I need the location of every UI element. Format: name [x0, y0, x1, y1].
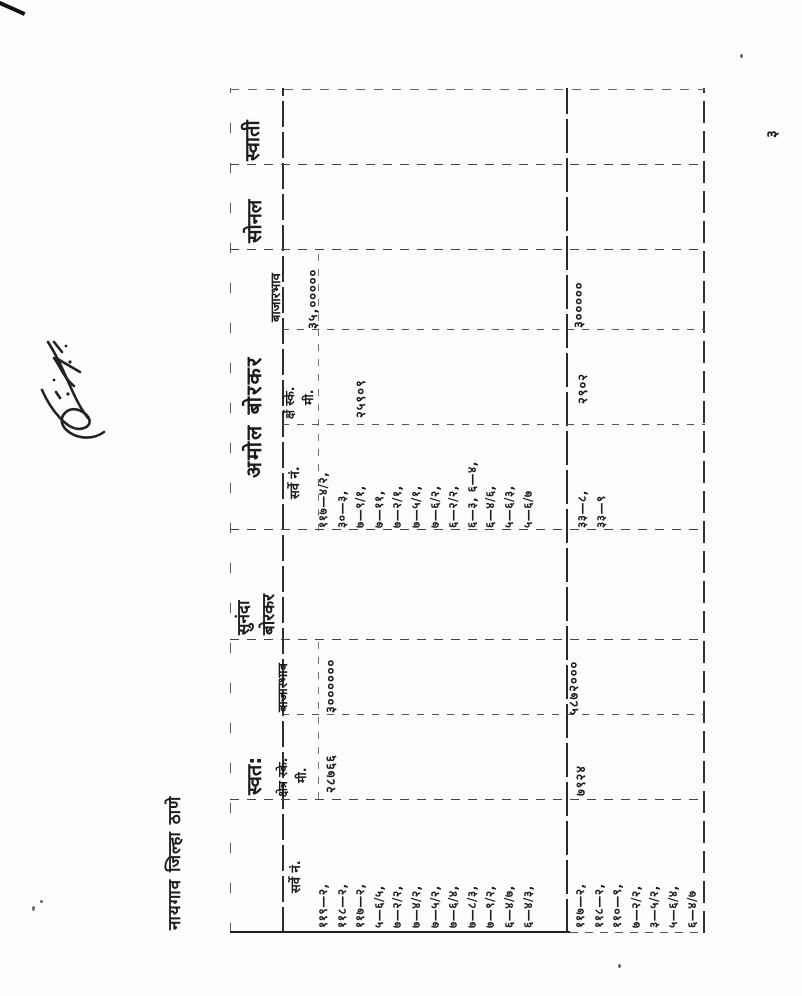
- survey-number: ७—४/२,: [408, 885, 423, 928]
- survey-number: ५—६/३,: [501, 485, 516, 528]
- table-border-left-solid: [230, 931, 570, 933]
- subheader-survey-no-left: सर्वे नं.: [289, 860, 304, 893]
- survey-number: ३०—३,: [334, 490, 349, 528]
- survey-number: ६—४/७: [684, 890, 699, 928]
- group-header-sonal: सोनल: [242, 199, 266, 243]
- survey-number: ७—२/१,: [390, 485, 405, 528]
- col-rule-8: [230, 163, 705, 165]
- subheader-survey-no-amol: सर्वे नं.: [288, 466, 303, 499]
- col-rule-7: [230, 248, 705, 250]
- row1-market-amol: ३५,०००००: [306, 268, 321, 329]
- col-rule-6: [282, 328, 705, 330]
- col-rule-2: [282, 713, 705, 715]
- row1-survey-numbers-self: ११९—२, ११८—२, ११७—२, ५—६/५, ७—२/२, ७—४/२, ७—५/…: [314, 802, 537, 928]
- survey-number: ११७—२,: [573, 883, 587, 928]
- row-rule-data: [566, 88, 568, 933]
- row-rule-subheader-left: [318, 641, 319, 799]
- col-rule-3: [230, 638, 705, 640]
- survey-number: ६—४/३,: [520, 885, 535, 928]
- row1-area-amol: २५९०९: [354, 379, 369, 418]
- survey-number: ७—५/१,: [408, 485, 423, 528]
- survey-number: ११८—२,: [334, 883, 349, 928]
- scan-speck: [40, 900, 43, 903]
- survey-number: ११७—२,: [353, 883, 368, 928]
- row1-market-self: ३००००००: [324, 658, 339, 713]
- scan-speck: [32, 906, 35, 911]
- scan-speck: [740, 54, 743, 58]
- row2-market-amol: ३०००००: [572, 281, 587, 328]
- subheader-area-left-line2: मी.: [294, 767, 309, 783]
- group-header-self: स्वत:: [242, 756, 266, 795]
- survey-number: ६—४/७,: [501, 885, 516, 928]
- group-header-amol-borkar: अमोल बोरकर: [242, 355, 266, 478]
- survey-number: ११९—२,: [316, 883, 330, 928]
- group-header-sunanda-line2: बोरकर: [259, 593, 279, 635]
- row1-survey-numbers-amol: ११७—४/२, ३०—३, ७—९/१, ७—११, ७—२/१, ७—५/१, ७—६/…: [314, 426, 537, 528]
- page-number: ३: [763, 130, 781, 138]
- table-border-right: [230, 88, 705, 90]
- survey-number: ६—२/२,: [446, 485, 461, 528]
- survey-number: ७—२/२,: [390, 885, 405, 928]
- survey-number: ७—८/३,: [464, 885, 479, 928]
- subheader-market-left: बाजारभाव: [276, 663, 291, 712]
- subheader-market-amol: बाजारभाव: [269, 273, 284, 322]
- survey-number: ११०—९,: [610, 883, 625, 928]
- subheader-area-amol: क्षें स्के. मी.: [280, 386, 318, 419]
- row2-area-self: ७९२४: [574, 764, 589, 796]
- survey-number: ६—४/६,: [483, 485, 498, 528]
- subheader-area-left-line1: क्षेत्र स्के.: [275, 757, 290, 797]
- survey-number: ७—६/४,: [446, 885, 461, 928]
- scan-speck: [618, 964, 621, 968]
- table-border-bottom: [703, 88, 705, 933]
- survey-number: ५—६/५,: [371, 885, 386, 928]
- group-header-sunanda-borkar: सुनंदा बोरकर: [232, 594, 282, 635]
- col-rule-5: [282, 423, 705, 425]
- subheader-area-amol-line1: क्षें स्के.: [282, 386, 297, 419]
- survey-number: ५—६/७: [520, 490, 535, 528]
- survey-number: ७—९/१,: [353, 485, 368, 528]
- table-border-left-dashed: [570, 931, 705, 933]
- group-header-sunanda-line1: सुनंदा: [234, 600, 254, 635]
- scan-edge-mark: [0, 0, 26, 16]
- survey-number: ११७—४/२,: [316, 471, 330, 528]
- row2-survey-numbers-amol: ३३—८, ३३—९: [573, 426, 610, 528]
- page-title: नायगाव जिल्हा ठाणे: [165, 795, 185, 930]
- row1-area-self: २८७६६: [324, 754, 339, 793]
- survey-number: ७—२/२,: [628, 885, 643, 928]
- survey-number: ७—६/२,: [427, 485, 442, 528]
- survey-number: ६—३, ६—४,: [464, 461, 479, 528]
- survey-number: ११८—२,: [591, 883, 606, 928]
- survey-number: ७—९/२,: [483, 885, 498, 928]
- survey-number: ७—५/२,: [427, 885, 442, 928]
- group-header-swati: स्वाती: [240, 120, 264, 161]
- row2-market-self: ५८७२०००: [567, 660, 582, 715]
- survey-number: ३३—८,: [575, 490, 589, 528]
- col-rule-1: [230, 798, 705, 800]
- signature-scribble: [40, 340, 106, 439]
- survey-number: ५—६/४,: [665, 885, 680, 928]
- subheader-area-amol-line2: मी.: [301, 389, 316, 405]
- col-rule-4: [230, 528, 705, 530]
- survey-number: ७—११,: [371, 490, 386, 528]
- survey-number: ३३—९: [593, 495, 608, 528]
- row-rule-header: [282, 88, 284, 933]
- row2-survey-numbers-self: ११७—२, ११८—२, ११०—९, ७—२/२, ३—५/२, ५—६/४, ६—४/…: [571, 802, 701, 928]
- survey-number: ३—५/२,: [647, 885, 662, 928]
- table-border-top: [230, 88, 232, 933]
- land-record-table: स्वत: सुनंदा बोरकर अमोल बोरकर सोनल स्वात…: [230, 88, 705, 933]
- row2-area-amol: २९०२: [576, 372, 591, 404]
- subheader-area-left: क्षेत्र स्के. मी.: [273, 758, 311, 797]
